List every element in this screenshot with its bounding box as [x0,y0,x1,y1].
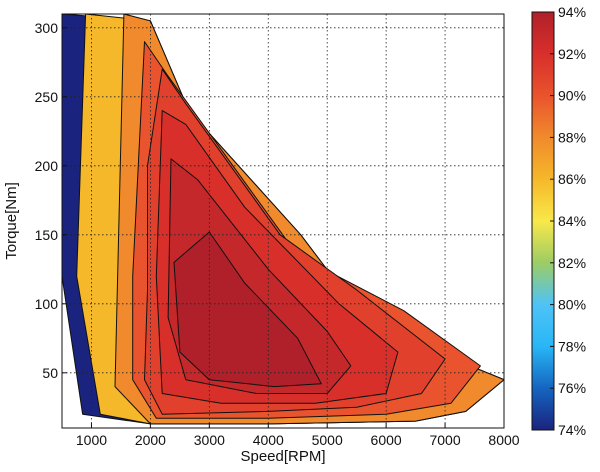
colorbar-tick-label: 78% [558,338,586,354]
x-tick-label: 2000 [135,432,166,448]
y-axis-label: Torque[Nm] [3,182,20,260]
colorbar-tick-label: 94% [558,4,586,20]
colorbar-tick-label: 92% [558,46,586,62]
x-axis-label: Speed[RPM] [240,448,325,465]
y-tick-label: 100 [35,296,59,312]
y-axis-ticks: 50 100 150 200 250 300 [35,20,67,381]
x-tick-label: 5000 [312,432,343,448]
colorbar-tick-label: 88% [558,129,586,145]
contour-regions [62,14,504,425]
y-tick-label: 150 [35,227,59,243]
x-axis-ticks: 1000 2000 3000 4000 5000 6000 7000 8000 [76,423,520,448]
x-tick-label: 7000 [429,432,460,448]
colorbar-tick-label: 80% [558,297,586,313]
grid-lines [62,14,505,428]
contour-region-94 [173,231,322,388]
y-tick-label: 300 [35,20,59,36]
x-tick-label: 4000 [253,432,284,448]
x-tick-label: 3000 [194,432,225,448]
y-tick-label: 250 [35,89,59,105]
y-tick-label: 50 [42,365,58,381]
colorbar-tick-label: 74% [558,422,586,438]
colorbar-ticks: 74% 76% 78% 80% 82% 84% 86% 88% 90% 92% 94% [550,4,586,438]
colorbar-tick-label: 82% [558,255,586,271]
colorbar-tick-label: 86% [558,171,586,187]
colorbar-tick-label: 84% [558,213,586,229]
x-tick-label: 8000 [488,432,519,448]
y-tick-label: 200 [35,158,59,174]
x-tick-label: 6000 [371,432,402,448]
plot-frame [61,13,505,429]
x-tick-label: 1000 [76,432,107,448]
colorbar-tick-label: 76% [558,380,586,396]
colorbar-tick-label: 90% [558,88,586,104]
